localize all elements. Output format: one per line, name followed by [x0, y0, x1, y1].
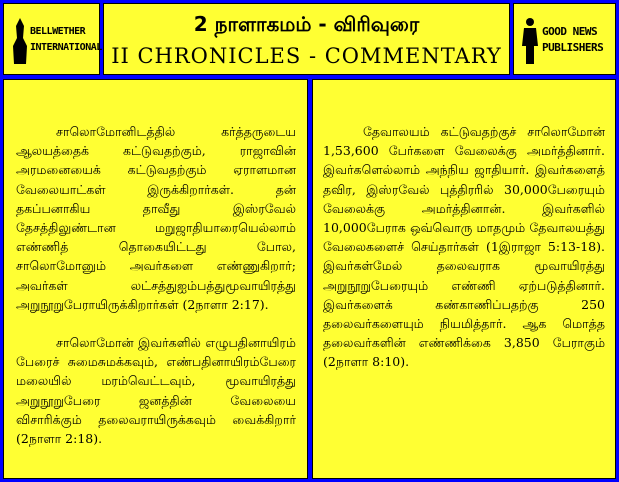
logo-line: PUBLISHERS: [542, 41, 604, 54]
logo-icon: [522, 18, 538, 64]
column-text: சாலொமோனிடத்தில் கர்த்தருடைய ஆலயத்தைக் கட…: [16, 122, 296, 467]
title-tamil: 2 நாளாகமம் - விரிவுரை: [193, 12, 420, 36]
logo-text: BELLWETHER INTERNATIONAL: [30, 24, 102, 56]
logo-line: BELLWETHER: [30, 26, 86, 37]
logo-text: GOOD NEWS PUBLISHERS: [542, 24, 604, 56]
left-logo: BELLWETHER INTERNATIONAL: [3, 3, 102, 75]
left-column: சாலொமோனிடத்தில் கர்த்தருடைய ஆலயத்தைக் கட…: [3, 79, 308, 479]
logo-icon: [13, 18, 27, 64]
right-column: தேவாலயம் கட்டுவதற்குச் சாலொமோன் 1,53,600…: [312, 79, 616, 479]
paragraph: சாலொமோனிடத்தில் கர்த்தருடைய ஆலயத்தைக் கட…: [16, 124, 296, 312]
right-logo: GOOD NEWS PUBLISHERS: [513, 3, 616, 75]
logo-line: GOOD NEWS: [542, 25, 598, 38]
paragraph: தேவாலயம் கட்டுவதற்குச் சாலொமோன் 1,53,600…: [323, 124, 605, 370]
column-text: தேவாலயம் கட்டுவதற்குச் சாலொமோன் 1,53,600…: [323, 122, 605, 391]
title-english: II CHRONICLES - COMMENTARY: [111, 44, 502, 68]
paragraph: சாலொமோன் இவர்களில் எழுபதினாயிரம் பேரைச் …: [16, 335, 296, 447]
title-box: 2 நாளாகமம் - விரிவுரை II CHRONICLES - CO…: [103, 3, 510, 75]
logo-line: INTERNATIONAL: [30, 42, 102, 53]
